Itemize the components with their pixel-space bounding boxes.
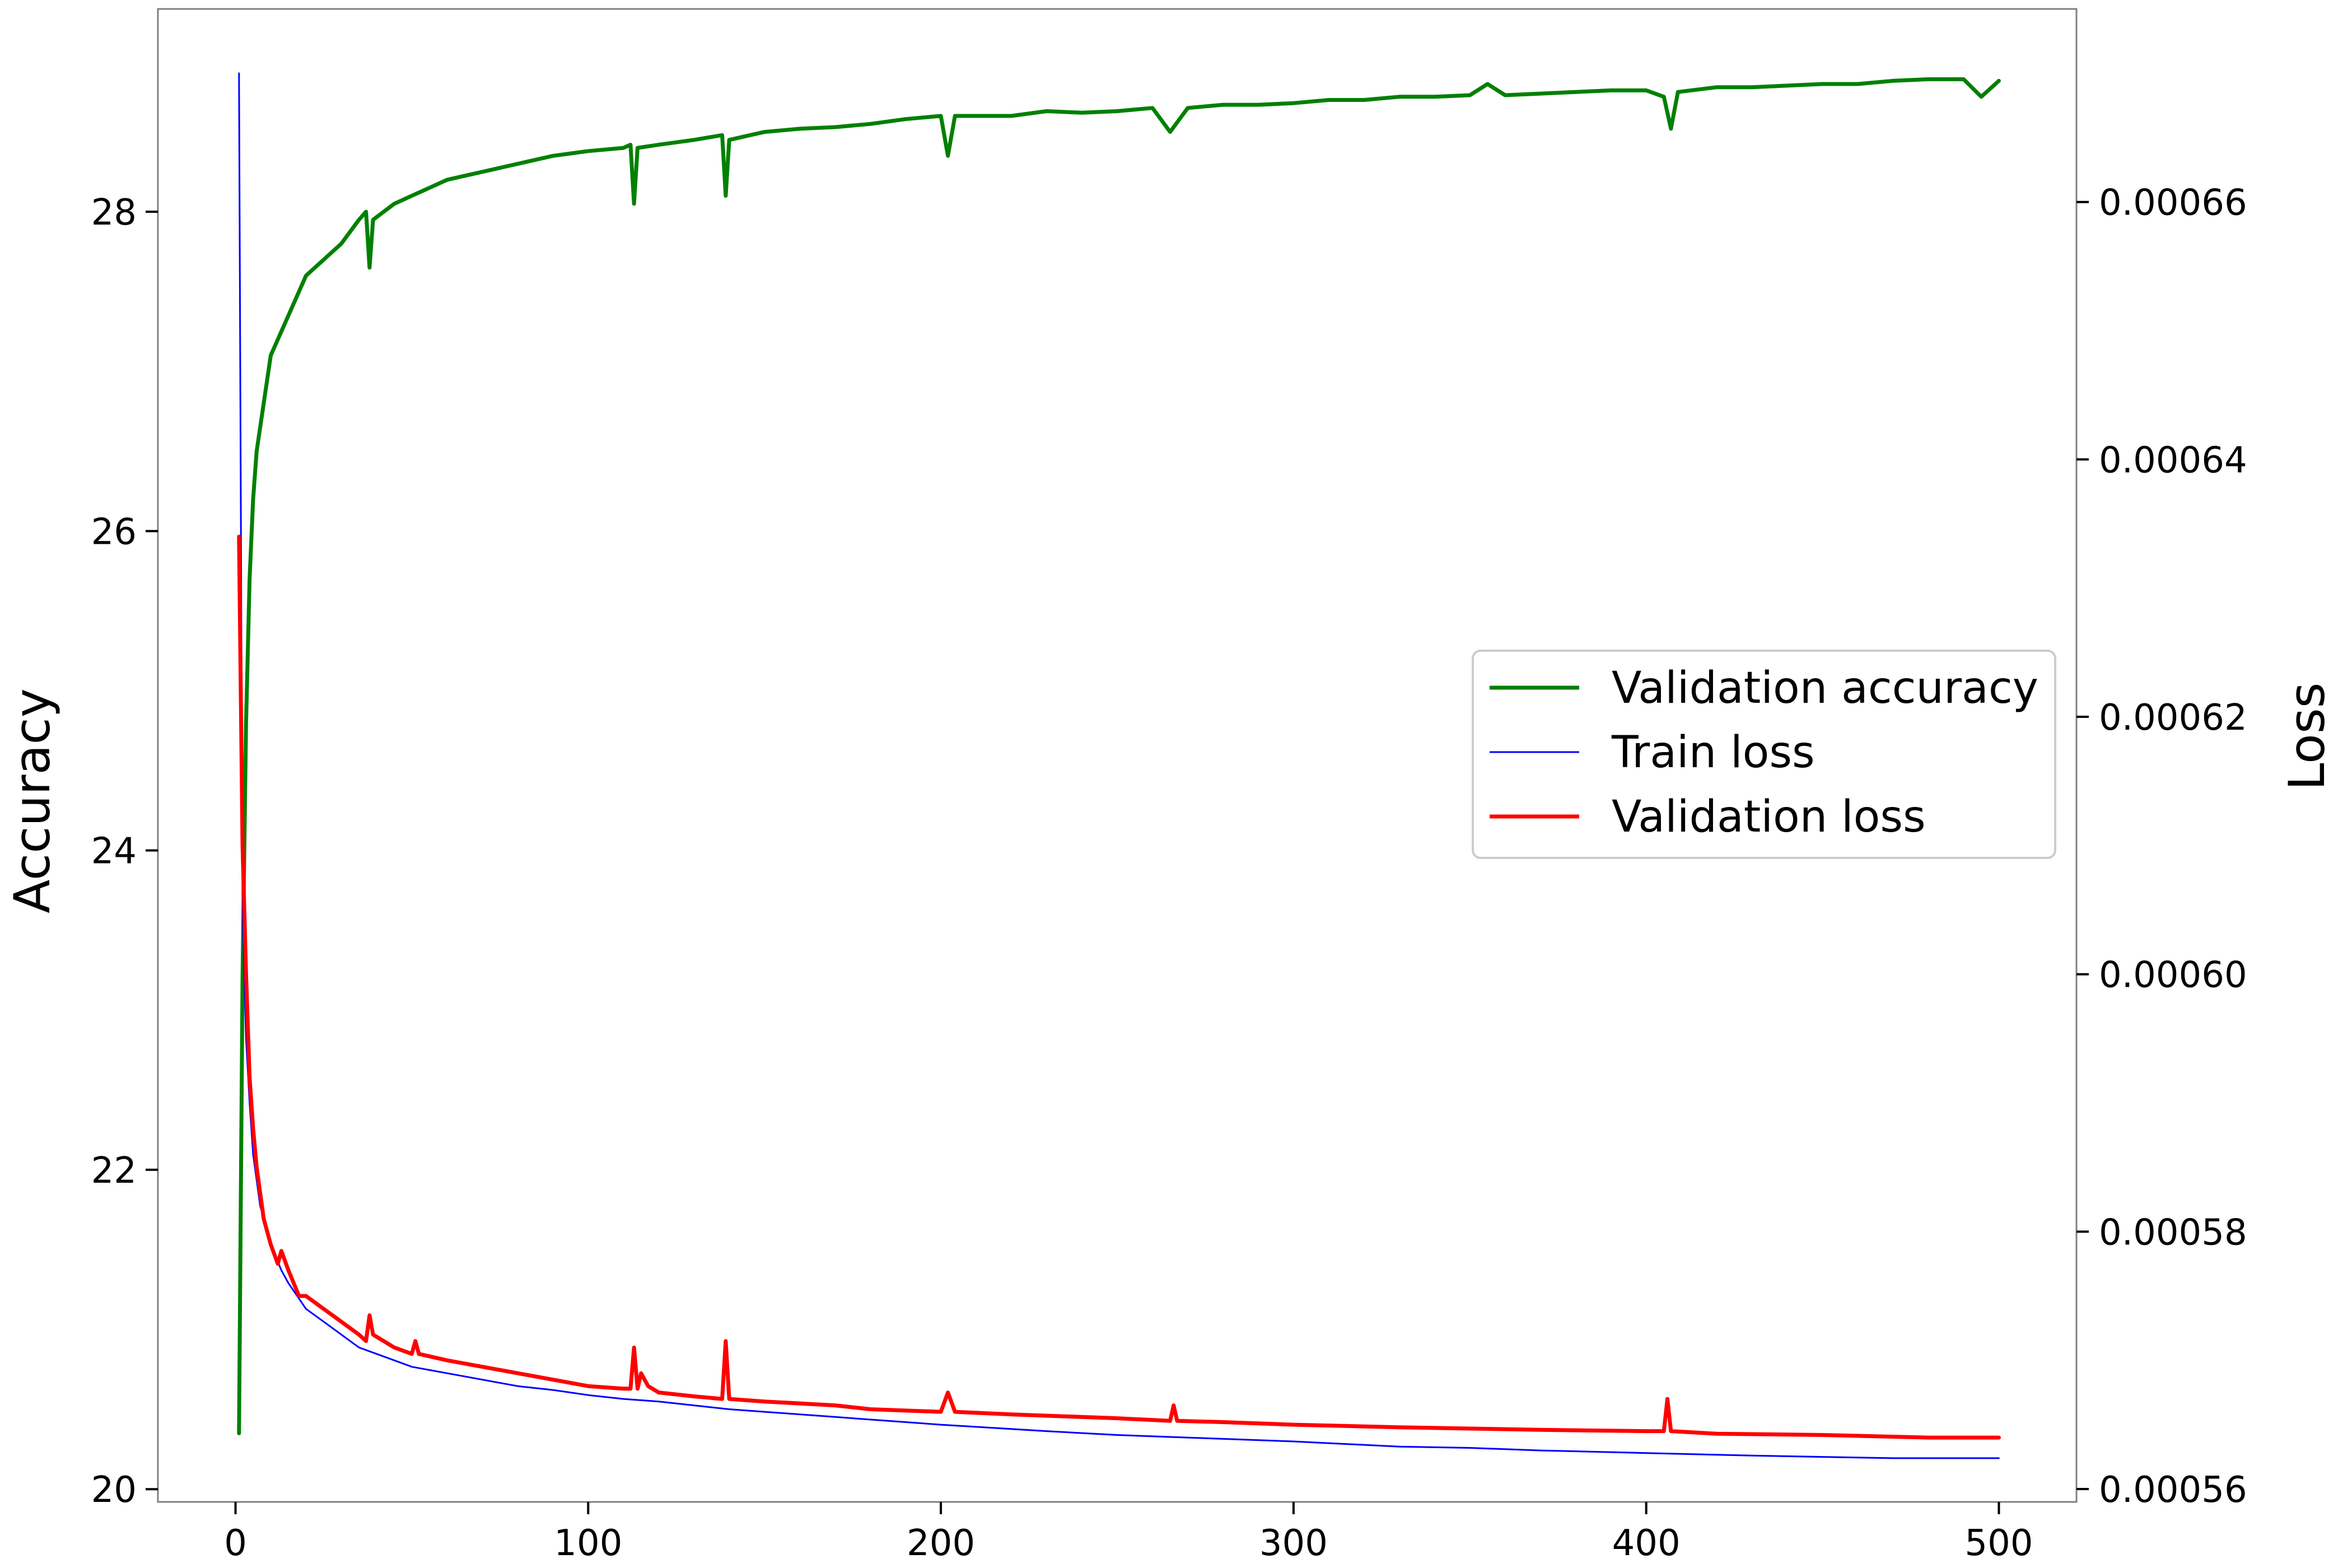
x-tick-label: 400 [1612,1523,1681,1564]
y-right-tick-label: 0.00064 [2099,440,2247,481]
series-line-validation-accuracy [237,77,2001,1435]
legend-box [1472,650,2056,859]
y-right-tick-label: 0.00066 [2099,183,2247,224]
plot-area-border [157,8,2078,1503]
y-left-tick-label: 26 [91,511,137,553]
x-tick-label: 200 [907,1523,975,1564]
y-right-tick-label: 0.00058 [2099,1212,2247,1253]
plot-frame [157,8,2078,1503]
y-axis-right-title: Loss [2278,682,2336,790]
y-right-tick-label: 0.00056 [2099,1469,2247,1511]
y-left-tick-label: 22 [91,1150,137,1192]
y-left-tick-label: 20 [91,1469,137,1511]
x-tick-label: 0 [224,1523,247,1564]
x-tick-label: 100 [554,1523,622,1564]
series-line-validation-loss [237,534,2001,1440]
x-tick-label: 500 [1964,1523,2033,1564]
legend-label-validation-loss: Validation loss [1612,792,1926,842]
axes-layer: 0 100 200 300 400 500 20 22 24 26 28 0.00056 0.00058… [91,183,2247,1564]
x-tick-label: 300 [1259,1523,1328,1564]
y-axis-left-title: Accuracy [3,688,61,913]
series-layer [237,72,2001,1459]
y-left-tick-label: 28 [91,192,137,234]
legend-label-validation-accuracy: Validation accuracy [1612,663,2038,713]
legend: Validation accuracy Train loss Validation … [1472,650,2056,859]
y-right-tick-label: 0.00062 [2099,697,2247,739]
y-right-tick-label: 0.00060 [2099,955,2247,996]
legend-label-train-loss: Train loss [1611,727,1815,778]
y-left-tick-label: 24 [91,831,137,872]
